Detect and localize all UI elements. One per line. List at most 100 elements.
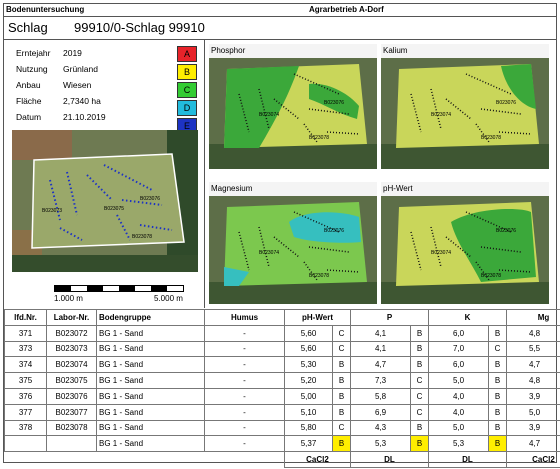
cell-humus: - <box>205 420 285 436</box>
summary-p-c: B <box>411 436 429 452</box>
cell-p-c: B <box>411 420 429 436</box>
cell-gruppe: BG 1 - Sand <box>97 373 205 389</box>
cell-ph-c: B <box>333 357 351 373</box>
summary-gruppe: BG 1 - Sand <box>97 436 205 452</box>
scale-left-label: 1.000 m <box>54 294 83 303</box>
cell-p-c: B <box>411 325 429 341</box>
cell-ph-c: C <box>333 325 351 341</box>
cell-ph-c: C <box>333 341 351 357</box>
cell-mg: 3,9 <box>507 388 560 404</box>
cell-ph: 5,60 <box>285 325 333 341</box>
cell-k-c: B <box>489 420 507 436</box>
info-value: Wiesen <box>63 80 91 90</box>
info-value: 2,7340 ha <box>63 96 101 106</box>
summary-ph-c: B <box>333 436 351 452</box>
cell-nr: 375 <box>5 373 47 389</box>
cell-labor: B023074 <box>47 357 97 373</box>
cell-k: 5,0 <box>429 373 489 389</box>
cell-gruppe: BG 1 - Sand <box>97 388 205 404</box>
ph-map: B023074 B023076 B023078 <box>381 182 549 304</box>
svg-text:B023078: B023078 <box>132 234 152 240</box>
svg-text:B023078: B023078 <box>481 273 501 279</box>
field-value: 99910/0-Schlag 99910 <box>74 20 205 35</box>
cell-k-c: B <box>489 373 507 389</box>
summary-p: 5,3 <box>351 436 411 452</box>
report-header: Bodenuntersuchung Agrarbetrieb A-Dorf <box>4 4 556 17</box>
magnesium-map-label: Magnesium <box>211 184 252 193</box>
col-mg: Mg <box>507 310 560 326</box>
cell-ph-c: B <box>333 373 351 389</box>
cell-k: 5,0 <box>429 420 489 436</box>
cell-k-c: B <box>489 404 507 420</box>
table-header-row: lfd.Nr. Labor-Nr. Bodengruppe Humus pH-W… <box>5 310 560 326</box>
cell-ph: 5,20 <box>285 373 333 389</box>
summary-empty <box>5 436 47 452</box>
summary-humus: - <box>205 436 285 452</box>
info-value: 2019 <box>63 48 82 58</box>
cell-mg: 4,8 <box>507 325 560 341</box>
summary-ph: 5,37 <box>285 436 333 452</box>
col-p: P <box>351 310 429 326</box>
cell-k: 4,0 <box>429 388 489 404</box>
col-humus: Humus <box>205 310 285 326</box>
cell-p-c: C <box>411 388 429 404</box>
cell-gruppe: BG 1 - Sand <box>97 341 205 357</box>
cell-p: 4,1 <box>351 341 411 357</box>
cell-p: 4,1 <box>351 325 411 341</box>
info-key: Erntejahr <box>16 48 66 58</box>
svg-text:B023078: B023078 <box>481 135 501 141</box>
legend-class-b: B <box>177 64 197 80</box>
kalium-map: B023074 B023076 B023078 <box>381 44 549 169</box>
svg-text:B023073: B023073 <box>42 208 62 214</box>
svg-text:B023075: B023075 <box>104 206 124 212</box>
cell-ph: 5,30 <box>285 357 333 373</box>
cell-ph-c: B <box>333 404 351 420</box>
cell-k: 6,0 <box>429 357 489 373</box>
svg-text:B023074: B023074 <box>259 250 279 256</box>
col-nr: lfd.Nr. <box>5 310 47 326</box>
cell-mg: 3,9 <box>507 420 560 436</box>
svg-text:B023074: B023074 <box>431 250 451 256</box>
cell-k-c: C <box>489 341 507 357</box>
cell-nr: 371 <box>5 325 47 341</box>
svg-text:B023076: B023076 <box>496 100 516 106</box>
cell-nr: 373 <box>5 341 47 357</box>
svg-text:B023074: B023074 <box>259 112 279 118</box>
report-page: Bodenuntersuchung Agrarbetrieb A-Dorf Sc… <box>3 3 557 463</box>
cell-p-c: C <box>411 404 429 420</box>
cell-p-c: B <box>411 357 429 373</box>
svg-text:B023076: B023076 <box>496 228 516 234</box>
cell-ph-c: C <box>333 420 351 436</box>
scale-right-label: 5.000 m <box>154 294 183 303</box>
svg-text:B023078: B023078 <box>309 273 329 279</box>
field-title: Schlag 99910/0-Schlag 99910 <box>4 17 556 40</box>
cell-humus: - <box>205 357 285 373</box>
info-value: 21.10.2019 <box>63 112 106 122</box>
cell-k: 7,0 <box>429 341 489 357</box>
summary-empty <box>47 436 97 452</box>
info-key: Nutzung <box>16 64 66 74</box>
kalium-map-label: Kalium <box>383 46 407 55</box>
cell-ph: 5,60 <box>285 341 333 357</box>
cell-p-c: C <box>411 373 429 389</box>
cell-humus: - <box>205 404 285 420</box>
ph-map-label: pH-Wert <box>383 184 413 193</box>
cell-p-c: B <box>411 341 429 357</box>
legend-class-c: C <box>177 82 197 98</box>
cell-labor: B023078 <box>47 420 97 436</box>
cell-nr: 376 <box>5 388 47 404</box>
phosphor-map-label: Phosphor <box>211 46 245 55</box>
cell-mg: 5,5 <box>507 341 560 357</box>
cell-k-c: B <box>489 357 507 373</box>
cell-k: 4,0 <box>429 404 489 420</box>
cell-ph: 5,00 <box>285 388 333 404</box>
svg-text:B023074: B023074 <box>431 112 451 118</box>
